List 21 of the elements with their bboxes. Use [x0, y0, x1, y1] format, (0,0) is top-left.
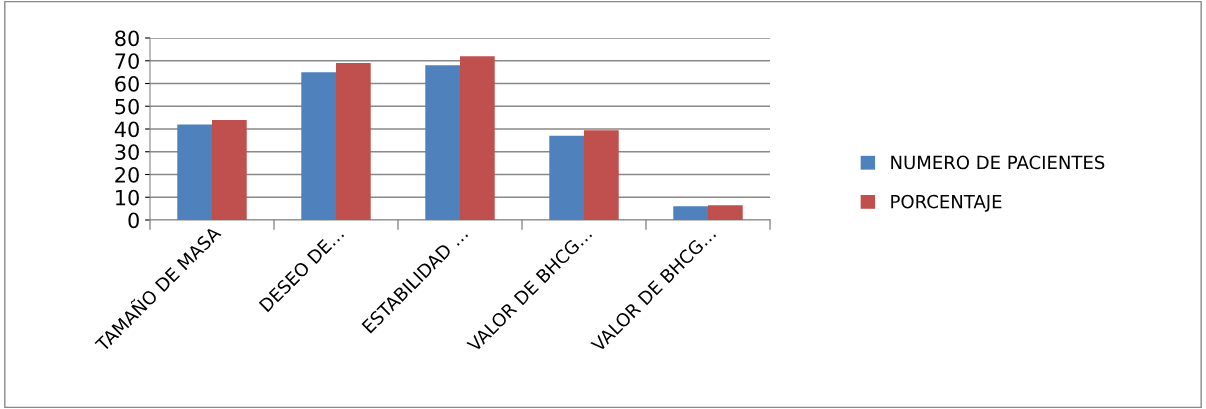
- y-tick-label: 80: [115, 30, 139, 47]
- legend-label: NUMERO DE PACIENTES: [891, 155, 1105, 170]
- bar: [212, 119, 247, 220]
- y-tick-label: 0: [128, 212, 139, 229]
- y-tick-label: 20: [115, 166, 139, 183]
- bar: [673, 206, 708, 220]
- y-tick-label: 30: [115, 144, 139, 160]
- y-tick-label: 10: [116, 189, 139, 206]
- bar: [708, 205, 743, 220]
- bar: [177, 124, 212, 220]
- bar: [425, 65, 460, 220]
- bar: [584, 130, 619, 220]
- legend-label: PORCENTAJE: [891, 194, 1002, 212]
- bar: [460, 56, 495, 220]
- bar: [301, 72, 336, 220]
- bar: [336, 63, 371, 220]
- bar: [549, 135, 584, 220]
- y-tick-label: 40: [114, 121, 139, 138]
- y-tick-label: 70: [115, 53, 139, 69]
- y-tick-label: 60: [115, 75, 139, 92]
- y-tick-label: 50: [115, 98, 139, 115]
